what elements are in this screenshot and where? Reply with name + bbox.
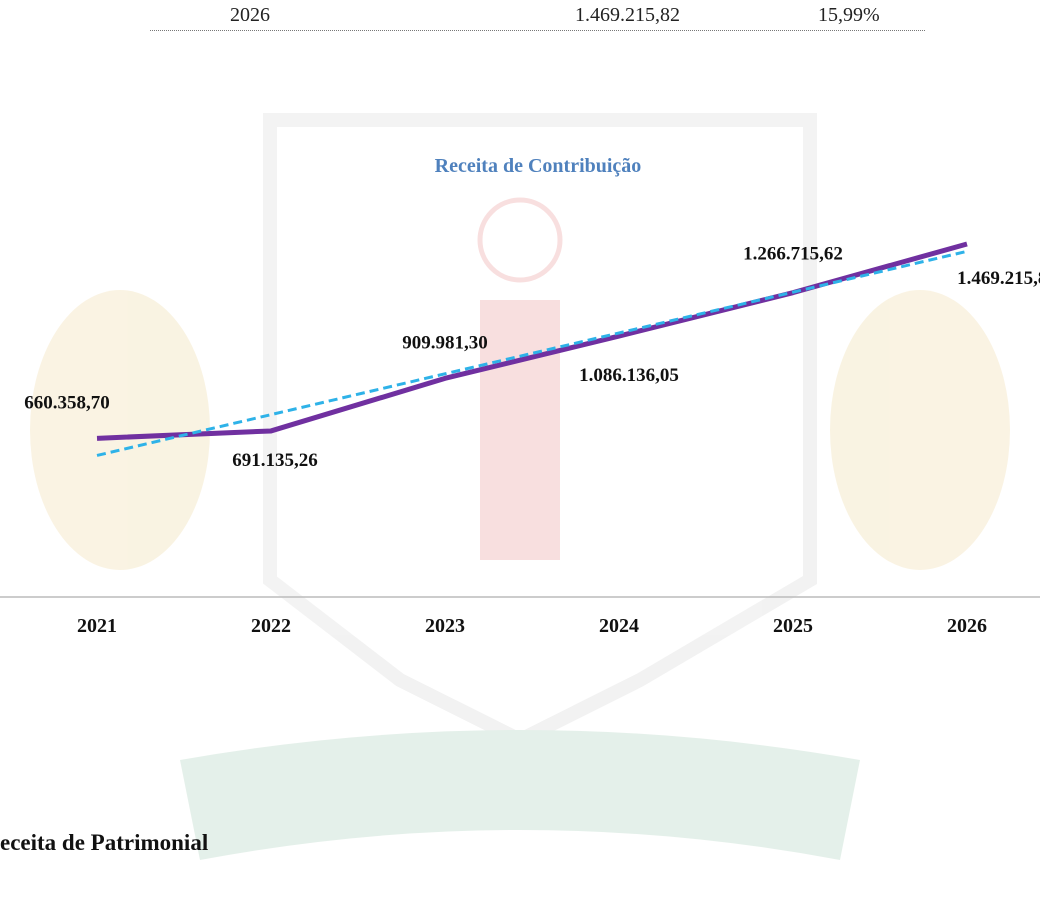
x-tick-label: 2022 (251, 615, 291, 637)
data-label: 1.266.715,62 (743, 244, 843, 265)
line (97, 244, 967, 438)
chart-title: Receita de Contribuição (435, 155, 642, 177)
data-label: 909.981,30 (402, 332, 488, 353)
x-tick-label: 2023 (425, 615, 465, 637)
data-label: 691.135,26 (232, 450, 318, 471)
chart: Receita de Contribuição 2021 2022 2023 2024… (0, 0, 1040, 660)
trendline (97, 251, 967, 455)
data-label: 1.469.215,82 (957, 268, 1040, 289)
x-tick-label: 2025 (773, 615, 813, 637)
x-tick-label: 2021 (77, 615, 117, 637)
page: 2026 1.469.215,82 15,99% Receita de Cont… (0, 0, 1040, 922)
x-tick-label: 2026 (947, 615, 987, 637)
x-tick-label: 2024 (599, 615, 639, 637)
section-heading: eceita de Patrimonial (0, 830, 208, 856)
data-label: 1.086.136,05 (579, 365, 679, 386)
data-label: 660.358,70 (24, 392, 110, 413)
